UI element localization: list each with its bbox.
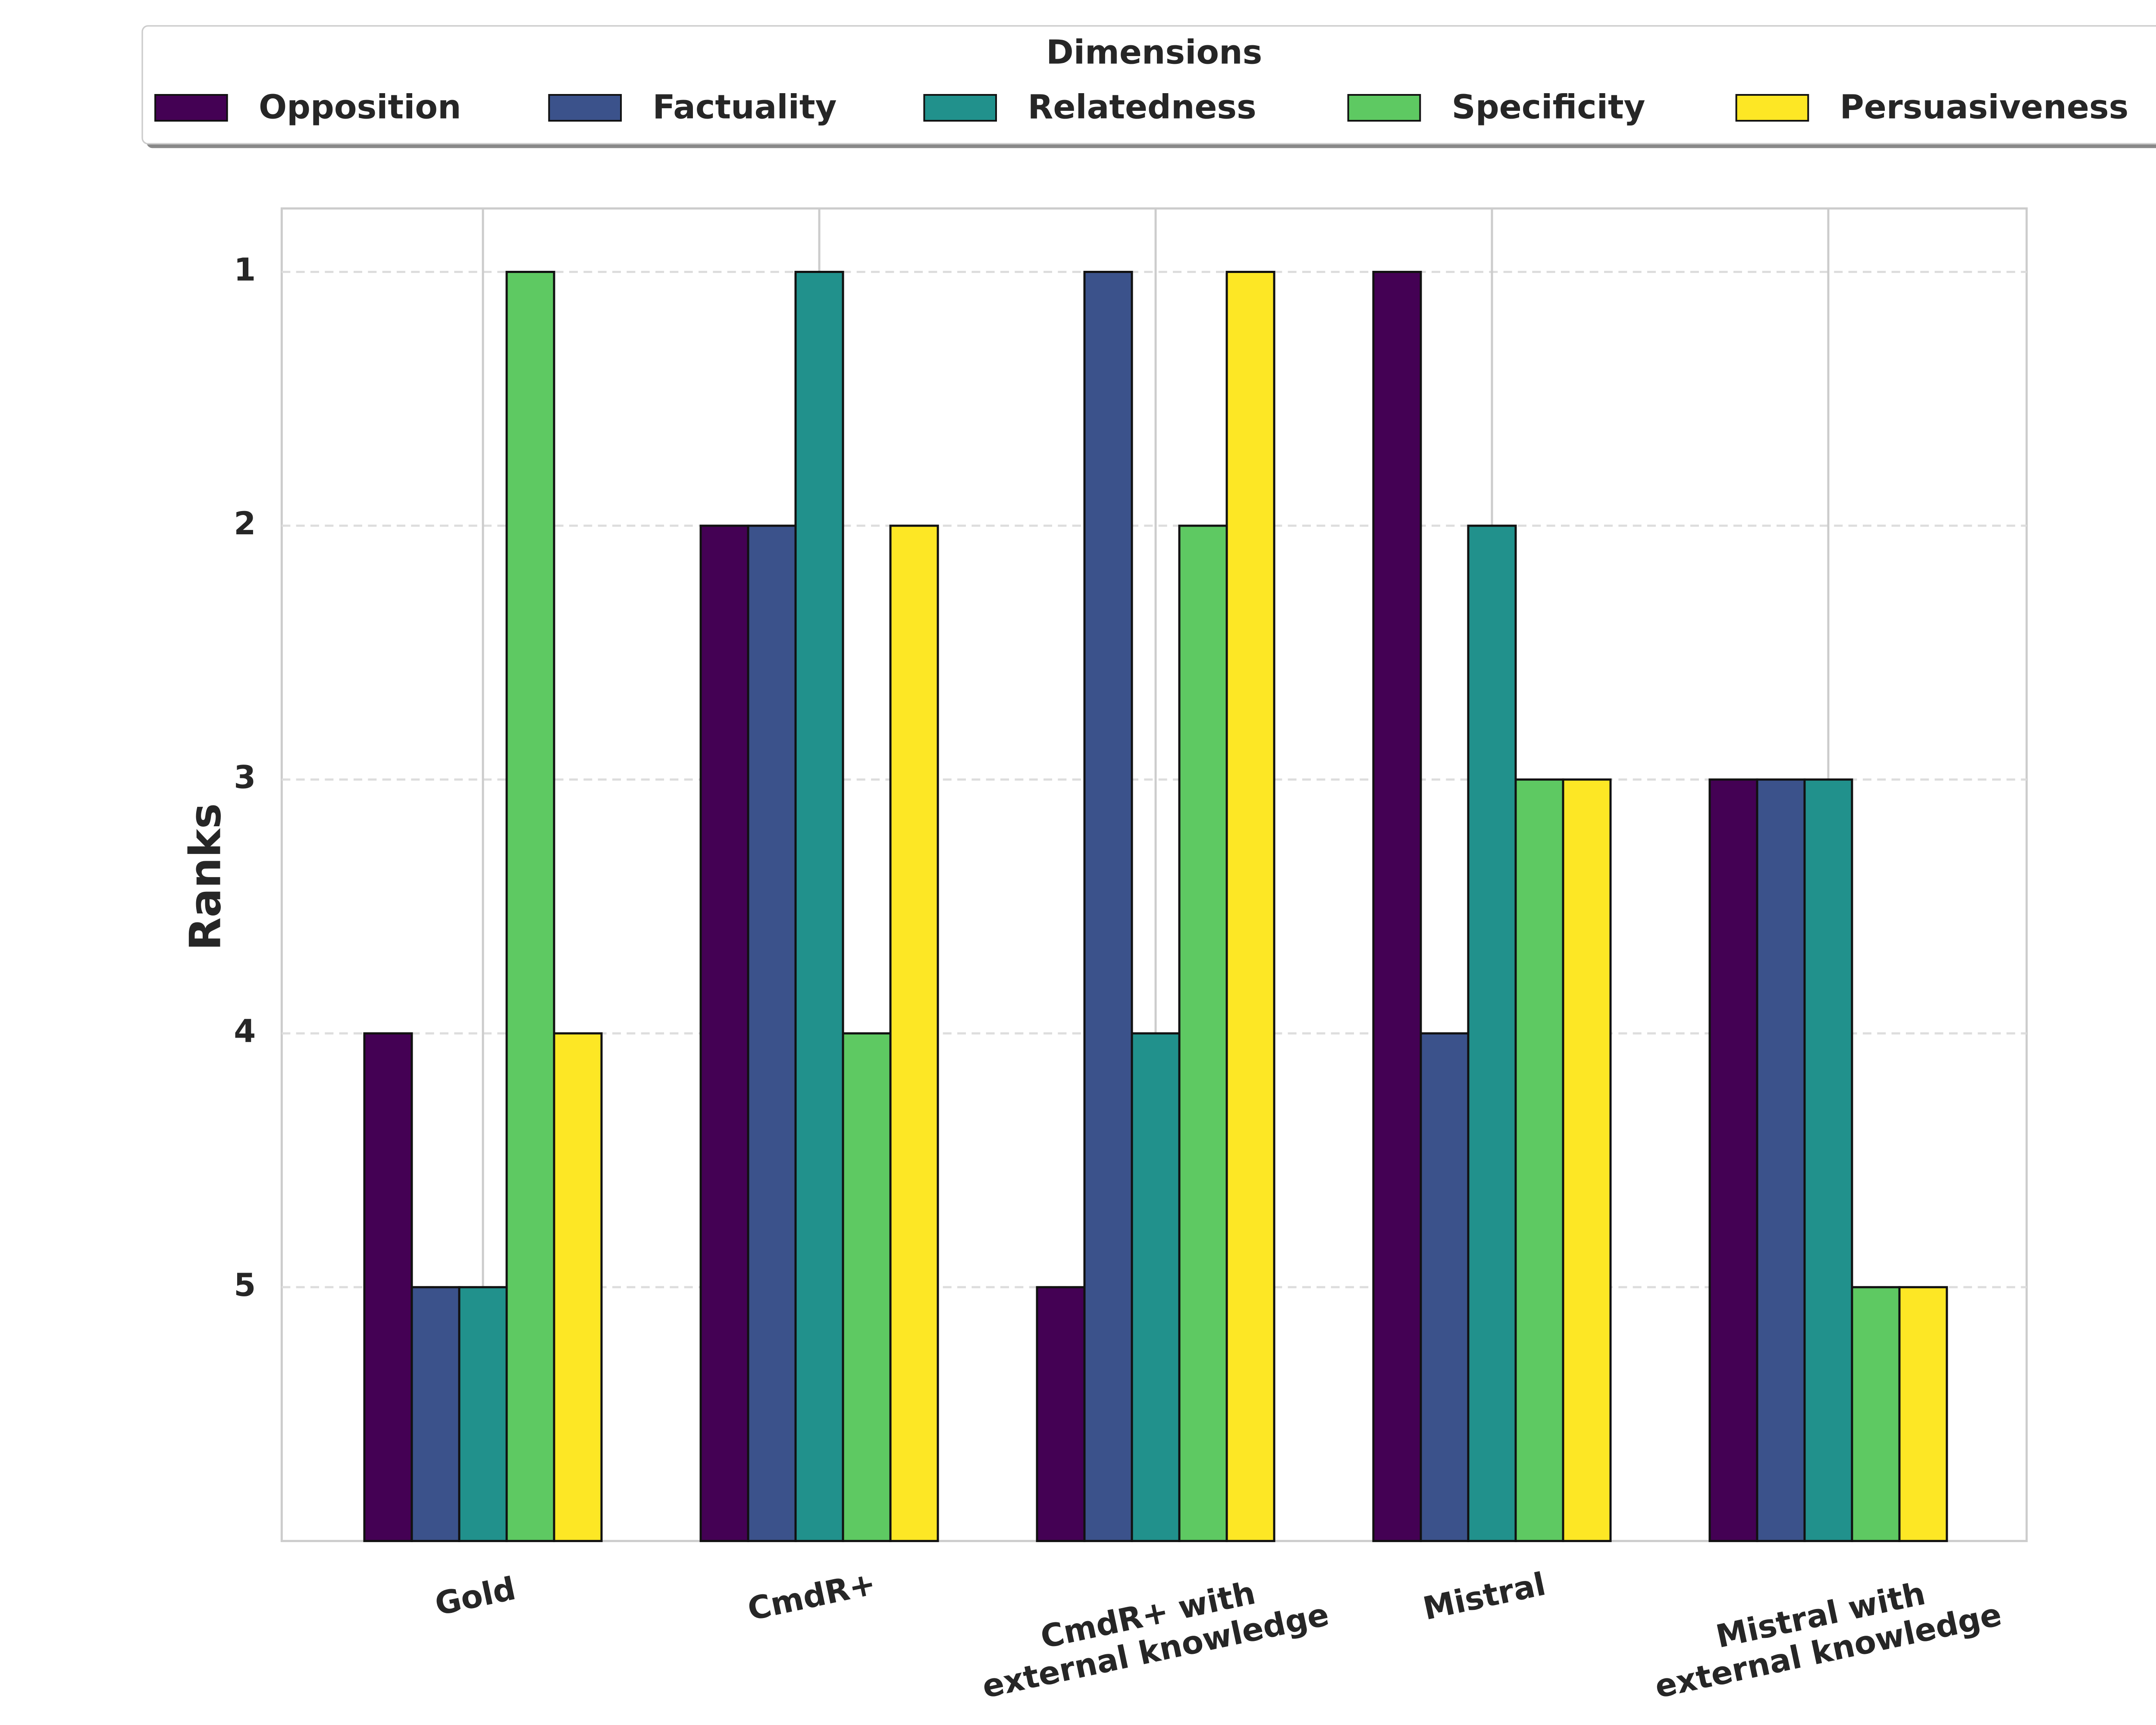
bar [458,1286,508,1542]
y-tick-label: 4 [234,1013,256,1050]
bar [363,1032,413,1542]
bar [747,524,797,1542]
x-tick-label: CmdR+ [745,1565,879,1628]
legend-label: Specificity [1452,88,1645,126]
bar [411,1286,461,1542]
bar [553,1032,603,1542]
legend-label: Opposition [259,88,461,126]
y-tick-label: 3 [234,759,256,796]
bar [1467,524,1517,1542]
bar [699,524,749,1542]
legend-label: Persuasiveness [1840,88,2129,126]
bar [1803,778,1853,1542]
y-tick-label: 2 [234,505,256,542]
x-tick-label: Gold [432,1570,519,1623]
legend-title: Dimensions [1046,34,1262,72]
bar [1708,778,1758,1542]
bar [889,524,939,1542]
legend-label: Relatedness [1028,88,1256,126]
bar [505,270,555,1542]
legend-swatch [548,94,622,122]
bar [794,270,844,1542]
y-tick-label: 5 [234,1267,256,1304]
legend-swatch [1735,94,1809,122]
bar [1756,778,1806,1542]
bar [1178,524,1228,1542]
legend [141,25,2156,144]
x-tick-label: Mistral withexternal knowledge [1644,1561,2005,1706]
bar [1562,778,1612,1542]
bar [1514,778,1564,1542]
legend-swatch [923,94,997,122]
legend-swatch [154,94,228,122]
bar [1036,1286,1086,1542]
legend-label: Factuality [652,88,837,126]
bar [1851,1286,1901,1542]
bar [842,1032,892,1542]
bar [1083,270,1133,1542]
bar [1225,270,1275,1542]
legend-swatch [1347,94,1421,122]
x-tick-label: CmdR+ withexternal knowledge [971,1561,1332,1706]
bar [1420,1032,1470,1542]
y-axis-label: Ranks [180,803,231,950]
y-tick-label: 1 [234,251,256,288]
bar [1898,1286,1948,1542]
bar [1372,270,1422,1542]
x-tick-label: Mistral [1420,1566,1549,1628]
bar [1131,1032,1181,1542]
